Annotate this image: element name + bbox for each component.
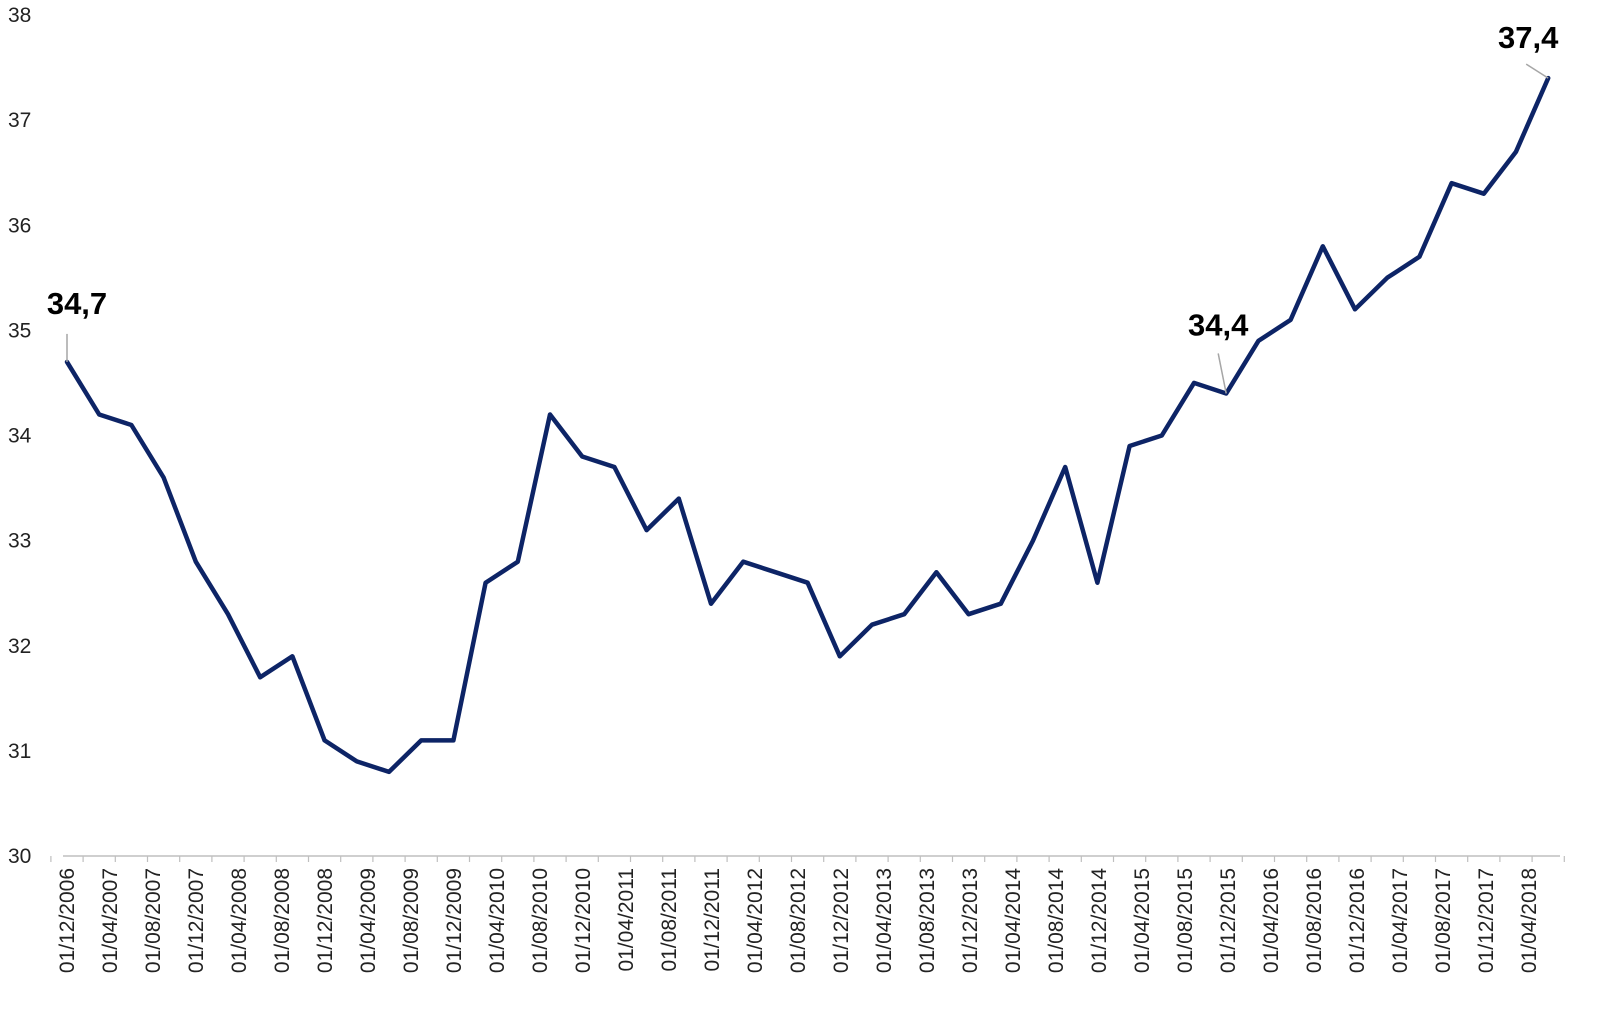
data-point	[612, 465, 617, 470]
data-point	[1031, 538, 1036, 543]
data-label-0: 34,7	[47, 286, 107, 321]
x-tick-label: 01/08/2015	[1174, 868, 1197, 973]
data-point	[1256, 338, 1261, 343]
data-point	[773, 570, 778, 575]
x-tick-label: 01/04/2015	[1131, 868, 1154, 973]
data-point	[580, 454, 585, 459]
x-tick-label: 01/12/2015	[1217, 868, 1240, 973]
data-point	[934, 570, 939, 575]
x-tick-label: 01/08/2008	[271, 868, 294, 973]
data-label-leader	[1525, 63, 1549, 79]
x-tick-label: 01/04/2014	[1002, 868, 1025, 973]
x-tick-label: 01/12/2010	[572, 868, 595, 973]
data-point	[483, 580, 488, 585]
series-layer	[64, 75, 1551, 775]
data-point	[1353, 307, 1358, 312]
x-tick-label: 01/12/2016	[1346, 868, 1369, 973]
data-point	[354, 759, 359, 764]
data-point	[676, 496, 681, 501]
data-point	[129, 423, 134, 428]
x-tick-label: 01/08/2013	[916, 868, 939, 973]
data-labels: 34,7 34,4 37,4	[47, 20, 1559, 394]
y-tick-label-38: 38	[8, 4, 31, 27]
data-point	[1320, 244, 1325, 249]
y-tick-label-30: 30	[8, 845, 31, 868]
data-point	[1417, 254, 1422, 259]
data-point	[1385, 275, 1390, 280]
x-tick-label: 01/04/2009	[357, 868, 380, 973]
data-point	[902, 612, 907, 617]
data-point	[226, 612, 231, 617]
x-tick-label: 01/12/2017	[1475, 868, 1498, 973]
data-point	[548, 412, 553, 417]
data-point	[644, 528, 649, 533]
data-point	[805, 580, 810, 585]
data-point	[1063, 465, 1068, 470]
y-tick-label-36: 36	[8, 214, 31, 237]
data-label-46: 37,4	[1498, 20, 1559, 55]
data-point	[709, 601, 714, 606]
x-tick-label: 01/04/2018	[1518, 868, 1541, 973]
x-tick-label: 01/04/2012	[744, 868, 767, 973]
x-tick-label: 01/12/2006	[56, 868, 79, 973]
data-point	[161, 475, 166, 480]
data-point	[419, 738, 424, 743]
data-point	[1481, 191, 1486, 196]
y-axis: 30 31 32 33 34 35 36 37 38	[8, 4, 32, 868]
y-tick-label-32: 32	[8, 635, 31, 658]
data-point	[290, 654, 295, 659]
x-tick-label: 01/04/2016	[1260, 868, 1283, 973]
x-tick-label: 01/08/2010	[529, 868, 552, 973]
data-point	[451, 738, 456, 743]
x-tick-label: 01/12/2012	[830, 868, 853, 973]
data-point	[97, 412, 102, 417]
data-point	[387, 769, 392, 774]
x-tick-label: 01/12/2007	[185, 868, 208, 973]
x-tick-label: 01/12/2013	[959, 868, 982, 973]
x-tick-label: 01/12/2009	[443, 868, 466, 973]
x-axis: 01/12/2006 01/04/2007 01/08/2007 01/12/2007…	[50, 855, 1565, 973]
data-point	[966, 612, 971, 617]
x-tick-label: 01/12/2011	[701, 868, 724, 972]
data-point	[258, 675, 263, 680]
data-point	[837, 654, 842, 659]
x-tick-label: 01/08/2012	[787, 868, 810, 973]
x-tick-label: 01/08/2011	[658, 868, 681, 972]
y-tick-label-37: 37	[8, 109, 31, 132]
x-tick-label: 01/04/2017	[1389, 868, 1412, 973]
data-label-36: 34,4	[1188, 307, 1249, 342]
data-point	[870, 622, 875, 627]
y-tick-label-31: 31	[8, 740, 31, 763]
y-tick-label-35: 35	[8, 319, 31, 342]
data-point	[515, 559, 520, 564]
data-point	[1514, 149, 1519, 154]
x-tick-label: 01/08/2017	[1432, 868, 1455, 973]
data-point	[1127, 444, 1132, 449]
data-point	[1095, 580, 1100, 585]
series-line-0	[64, 75, 1551, 775]
x-tick-label: 01/12/2014	[1088, 868, 1111, 973]
data-label-leader	[1217, 353, 1227, 394]
y-tick-label-33: 33	[8, 530, 31, 553]
x-tick-label: 01/04/2011	[615, 868, 638, 972]
x-tick-label: 01/08/2009	[400, 868, 423, 973]
data-point	[998, 601, 1003, 606]
data-point	[1288, 317, 1293, 322]
x-tick-label: 01/04/2007	[99, 868, 122, 973]
data-point	[322, 738, 327, 743]
data-point	[193, 559, 198, 564]
x-tick-label: 01/04/2010	[486, 868, 509, 973]
x-tick-label: 01/04/2008	[228, 868, 251, 973]
x-tick-label: 01/12/2008	[314, 868, 337, 973]
data-point	[1449, 181, 1454, 186]
data-point	[1159, 433, 1164, 438]
x-tick-label: 01/08/2014	[1045, 868, 1068, 973]
data-point	[1192, 380, 1197, 385]
x-tick-label: 01/08/2016	[1303, 868, 1326, 973]
x-tick-label: 01/04/2013	[873, 868, 896, 973]
data-point	[741, 559, 746, 564]
x-tick-label: 01/08/2007	[142, 868, 165, 973]
y-tick-label-34: 34	[8, 425, 32, 448]
